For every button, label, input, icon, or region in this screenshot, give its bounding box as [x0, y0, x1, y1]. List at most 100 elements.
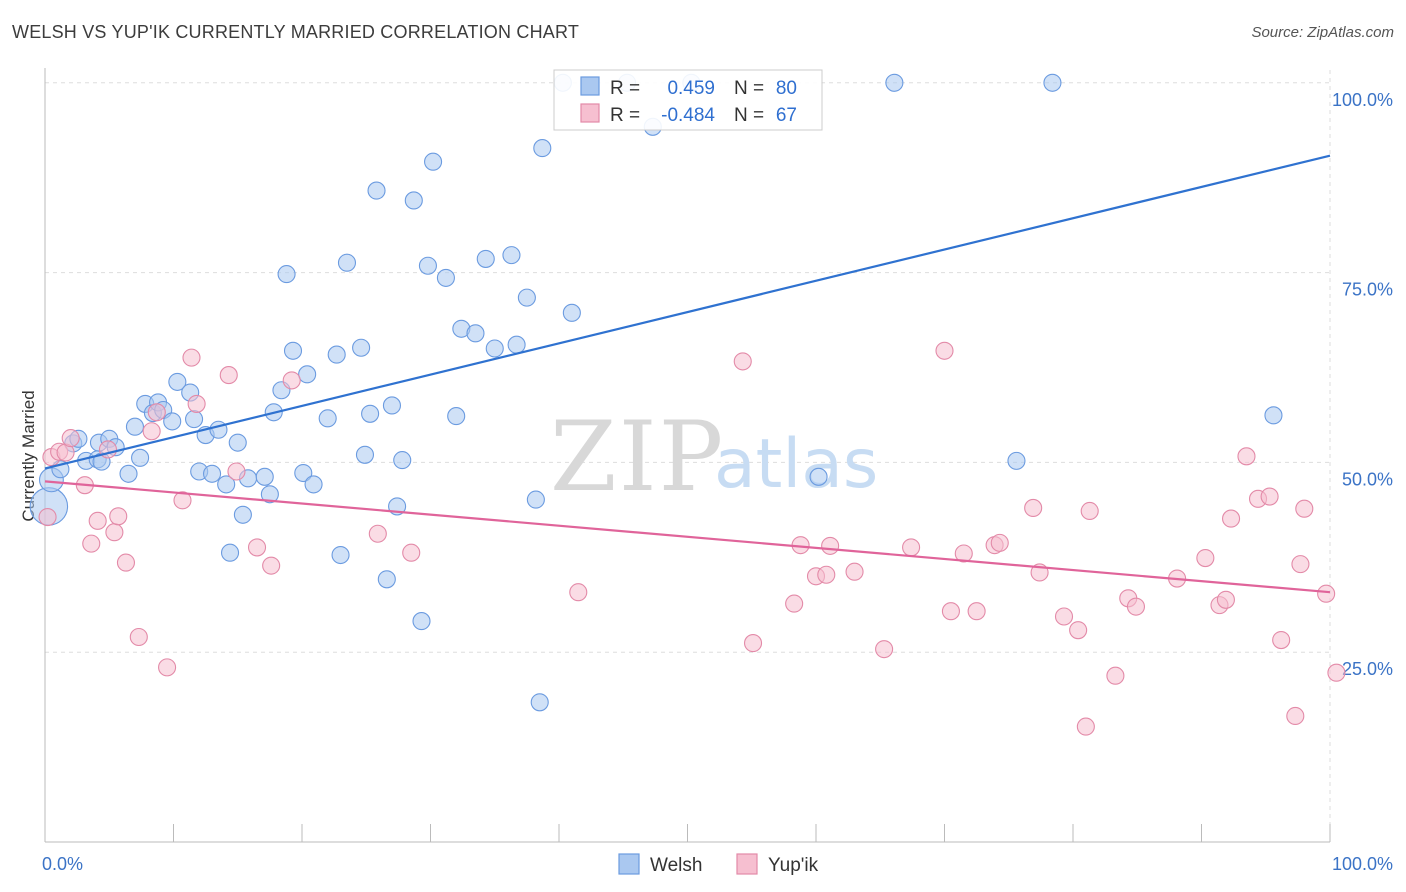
welsh-point-27: [220, 543, 240, 562]
welsh-point-24: [203, 464, 222, 483]
welsh-point-65: [526, 490, 545, 509]
welsh-trend-line: [44, 154, 1331, 470]
source-label: Source: ZipAtlas.com: [1251, 24, 1394, 41]
welsh-point-38: [298, 365, 317, 384]
yupik-point-49: [1106, 666, 1125, 685]
yupik-point-53: [1196, 549, 1215, 568]
welsh-point-77: [1264, 406, 1283, 425]
welsh-points: [29, 73, 1283, 712]
welsh-point-63: [507, 335, 526, 354]
watermark-atlas: atlas: [714, 425, 878, 504]
yupik-point-13: [142, 422, 161, 441]
welsh-point-21: [185, 410, 204, 429]
welsh-point-39: [304, 475, 323, 494]
welsh-point-69: [562, 303, 581, 322]
yupik-point-14: [147, 403, 166, 422]
legend-swatch-yupik: [736, 853, 758, 875]
y-tick-label-1: 50.0%: [1342, 469, 1393, 489]
welsh-n-value: 80: [776, 78, 797, 99]
welsh-point-51: [393, 451, 412, 470]
welsh-point-28: [228, 433, 247, 452]
yupik-point-64: [1317, 584, 1336, 603]
yupik-point-25: [402, 543, 421, 562]
welsh-point-11: [119, 464, 138, 483]
yupik-point-60: [1272, 630, 1291, 650]
stats-box: R = 0.459 N = 80 R = -0.484 N = 67: [553, 69, 823, 131]
yupik-point-63: [1295, 499, 1314, 518]
yupik-point-22: [262, 556, 281, 575]
yupik-point-39: [954, 544, 973, 563]
yupik-n-label: N =: [734, 105, 764, 126]
welsh-point-42: [331, 545, 350, 565]
welsh-point-57: [447, 407, 466, 426]
welsh-point-62: [502, 246, 521, 265]
yupik-point-28: [743, 634, 763, 653]
welsh-point-66: [530, 693, 549, 712]
yupik-point-37: [935, 341, 954, 360]
yupik-point-10: [109, 507, 128, 526]
welsh-point-67: [533, 139, 552, 158]
welsh-point-47: [367, 181, 386, 200]
yupik-point-7: [88, 511, 107, 530]
yupik-point-19: [219, 366, 238, 385]
yupik-stats-swatch: [580, 103, 600, 123]
yupik-point-33: [821, 536, 840, 555]
welsh-r-label: R =: [610, 78, 640, 99]
welsh-point-46: [361, 404, 380, 423]
welsh-point-44: [352, 338, 371, 357]
welsh-point-35: [277, 265, 296, 284]
welsh-r-value: 0.459: [667, 78, 715, 99]
yupik-r-value: -0.484: [661, 105, 715, 126]
yupik-point-21: [247, 538, 267, 557]
welsh-point-74: [885, 73, 904, 92]
y-tick-label-2: 75.0%: [1342, 280, 1393, 300]
welsh-point-31: [255, 467, 274, 486]
yupik-point-27: [733, 352, 752, 371]
welsh-point-61: [485, 339, 504, 358]
yupik-point-55: [1216, 590, 1235, 609]
yupik-point-16: [173, 491, 192, 510]
welsh-point-12: [125, 417, 144, 436]
watermark-zip: ZIP: [550, 401, 725, 513]
yupik-point-65: [1327, 663, 1346, 682]
yupik-point-6: [82, 534, 101, 553]
yupik-point-11: [116, 553, 136, 572]
welsh-point-36: [283, 341, 303, 360]
yupik-point-17: [182, 348, 201, 367]
watermark: ZIP atlas: [550, 401, 878, 513]
yupik-point-12: [129, 627, 148, 647]
welsh-point-52: [404, 191, 423, 210]
yupik-point-15: [158, 658, 177, 677]
yupik-r-label: R =: [610, 105, 640, 126]
legend-swatch-welsh: [618, 853, 640, 875]
chart-title: WELSH VS YUP'IK CURRENTLY MARRIED CORREL…: [12, 22, 580, 42]
yupik-point-62: [1291, 555, 1310, 574]
welsh-point-55: [424, 152, 443, 171]
yupik-points: [38, 341, 1346, 736]
welsh-point-40: [318, 409, 337, 428]
legend: Welsh Yup'ik: [618, 853, 819, 876]
yupik-point-61: [1286, 706, 1305, 726]
welsh-point-48: [377, 570, 396, 589]
welsh-point-29: [233, 505, 252, 524]
welsh-point-75: [1007, 451, 1026, 470]
yupik-point-51: [1126, 597, 1146, 616]
welsh-point-41: [327, 345, 346, 364]
yupik-point-32: [817, 565, 836, 584]
yupik-point-40: [967, 602, 986, 621]
welsh-point-37: [294, 463, 313, 483]
yupik-point-26: [569, 583, 588, 602]
yupik-point-43: [1024, 498, 1043, 517]
welsh-point-56: [436, 268, 455, 287]
yupik-point-20: [227, 462, 246, 481]
yupik-point-29: [785, 594, 804, 613]
welsh-point-54: [418, 256, 437, 275]
yupik-point-47: [1076, 717, 1095, 736]
yupik-point-59: [1260, 487, 1279, 506]
yupik-point-18: [187, 394, 206, 413]
yupik-point-4: [61, 429, 80, 448]
yupik-point-45: [1054, 607, 1074, 626]
yupik-point-9: [105, 523, 124, 542]
yupik-point-48: [1080, 501, 1099, 521]
